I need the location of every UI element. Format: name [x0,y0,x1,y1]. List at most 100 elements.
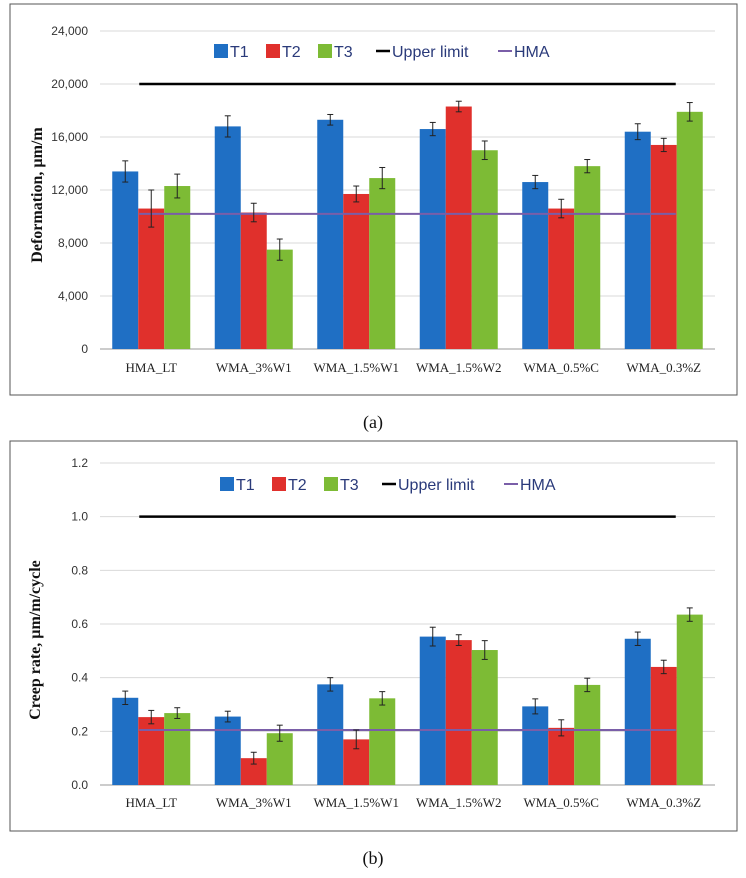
chart-a-y-tick-label: 24,000 [51,24,88,38]
chart-a-bar-t2-0 [138,208,165,349]
chart-b-y-tick-label: 0.4 [71,671,88,685]
chart-b-caption: (b) [363,848,384,869]
chart-a-error-bar-t3-4 [584,159,591,174]
chart-b-error-bar-t3-1 [276,724,283,742]
chart-a-category-label: WMA_1.5%W2 [416,360,502,375]
chart-b-error-bar-t2-2 [353,729,360,750]
chart-a-y-axis-label: Deformation, µm/m [29,127,46,263]
chart-b-error-bar-t1-2 [327,677,334,692]
chart-a-error-bar-t1-1 [224,115,231,138]
chart-b-y-tick-label: 0.6 [71,617,88,631]
chart-panel-a: Deformation, µm/m (a) 0 4,000 8,000 12,000 1… [9,3,738,433]
chart-b-legend-swatch-t2 [272,477,286,491]
chart-a-legend-swatch-t2 [266,44,280,58]
chart-a-legend-label-t2: T2 [282,44,301,61]
chart-b-bar-t1-2 [317,684,344,785]
chart-b-legend-label-hma: HMA [520,477,556,494]
chart-a-error-bar-t3-1 [276,238,283,261]
chart-b-legend-label-upper-limit: Upper limit [398,477,475,494]
chart-a-y-tick-label: 0 [81,342,88,356]
chart-b-bar-t3-1 [266,733,293,785]
chart-a-category-label: WMA_3%W1 [216,360,292,375]
chart-a-error-bar-t3-3 [481,140,488,161]
chart-b-y-tick-label: 0.2 [71,724,88,738]
chart-b-bar-t1-3 [419,636,446,785]
chart-a-legend-label-upper-limit: Upper limit [392,44,469,61]
chart-b-y-tick-label: 1.0 [71,510,88,524]
chart-a-error-bar-t3-0 [174,173,181,199]
chart-b-error-bar-t3-4 [584,677,591,693]
chart-a-error-bar-t2-0 [148,189,155,228]
chart-a-caption: (a) [363,412,383,433]
chart-a-bar-t2-3 [445,106,472,350]
chart-b-error-bar-t2-4 [558,719,565,737]
chart-a-bar-t3-2 [369,178,396,349]
chart-a-bar-t3-1 [266,249,293,349]
chart-b-legend-label-t3: T3 [340,477,359,494]
chart-b-error-bar-t3-3 [481,640,488,660]
chart-a-legend-label-t3: T3 [334,44,353,61]
chart-a-y-tick-label: 16,000 [51,130,88,144]
chart-a-bar-t3-3 [471,150,498,349]
chart-b-error-bar-t2-1 [250,751,257,765]
chart-b-error-bar-t1-3 [429,626,436,647]
chart-b-error-bar-t1-0 [122,690,129,705]
chart-a-bar-t3-4 [574,166,601,349]
chart-b-y-tick-label: 1.2 [71,456,88,470]
chart-b-bar-t3-2 [369,698,396,785]
chart-b-error-bar-t2-0 [148,709,155,725]
chart-a-error-bar-t3-2 [379,166,386,190]
chart-b-bar-t1-5 [624,638,651,785]
chart-b-category-label: WMA_3%W1 [216,795,292,810]
chart-b-category-label: WMA_1.5%W2 [416,795,502,810]
chart-a-bar-t1-0 [112,171,139,349]
chart-a-y-tick-label: 4,000 [58,289,88,303]
chart-a-error-bar-t2-5 [660,137,667,153]
chart-a-bar-t2-5 [650,144,677,349]
chart-a-error-bar-t1-4 [532,174,539,190]
chart-a-bar-t2-4 [548,208,575,349]
chart-b-bar-t1-0 [112,697,139,785]
chart-a-legend-swatch-t1 [214,44,228,58]
chart-b-error-bar-t3-5 [686,607,693,622]
chart-b-y-tick-label: 0.0 [71,778,88,792]
chart-a-bar-t1-2 [317,119,344,350]
chart-b-category-label: WMA_0.5%C [524,795,599,810]
chart-b-bar-t2-0 [138,717,165,785]
chart-b-error-bar-t2-3 [455,634,462,646]
chart-a-legend-swatch-t3 [318,44,332,58]
chart-a-y-tick-label: 8,000 [58,236,88,250]
chart-a-y-tick-label: 20,000 [51,77,88,91]
chart-a-bar-t2-1 [240,212,267,349]
chart-a-bar-t1-3 [419,129,446,349]
chart-b-bar-t3-4 [574,684,601,785]
chart-b-category-label: WMA_0.3%Z [626,795,701,810]
chart-b-error-bar-t3-2 [379,691,386,706]
chart-a-error-bar-t1-3 [429,121,436,137]
chart-a-bar-t2-2 [343,193,370,349]
chart-b-bar-t3-5 [676,614,703,785]
chart-a-error-bar-t3-5 [686,102,693,122]
chart-a-error-bar-t2-4 [558,198,565,219]
chart-a-bar-t1-4 [522,182,549,349]
chart-b-y-tick-label: 0.8 [71,563,88,577]
chart-a-bar-t1-1 [214,126,241,350]
chart-a-error-bar-t2-2 [353,185,360,203]
chart-a-legend-label-hma: HMA [514,44,550,61]
chart-b-error-bar-t1-4 [532,698,539,715]
chart-b-legend-swatch-t3 [324,477,338,491]
chart-b-bar-t2-3 [445,640,472,785]
chart-a-y-tick-label: 12,000 [51,183,88,197]
chart-b-category-label: WMA_1.5%W1 [313,795,399,810]
chart-a-category-label: HMA_LT [125,360,177,375]
chart-a-error-bar-t1-2 [327,113,334,126]
chart-b-legend-swatch-t1 [220,477,234,491]
chart-a-error-bar-t1-0 [122,160,129,183]
chart-a-bar-t3-5 [676,111,703,349]
chart-b-legend-label-t2: T2 [288,477,307,494]
chart-a-error-bar-t2-3 [455,100,462,113]
chart-b-legend-label-t1: T1 [236,477,255,494]
chart-a-category-label: WMA_1.5%W1 [313,360,399,375]
chart-a-error-bar-t1-5 [634,123,641,141]
chart-b-category-label: HMA_LT [125,795,177,810]
